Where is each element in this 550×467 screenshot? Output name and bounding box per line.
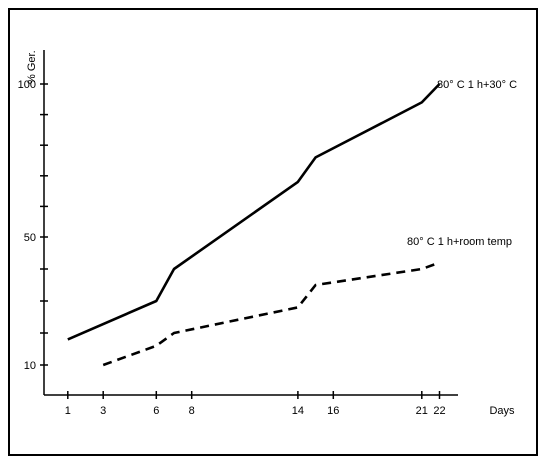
series-line-1 [102,261,440,367]
x-ticks: 1 3 6 8 14 16 21 22 [65,391,446,417]
x-tick-label: 3 [100,405,106,417]
series-lines [67,83,441,367]
figure-frame [8,8,538,456]
series-label-30c: 80° C 1 h+30° C [437,79,517,91]
x-tick-label: 1 [65,405,71,417]
x-axis-label: Days [489,405,515,417]
x-tick-label: 22 [433,405,445,417]
x-tick-label: 16 [327,405,339,417]
x-tick-label: 14 [292,405,304,417]
y-tick-label: 50 [24,232,36,244]
series-line-0 [67,83,441,341]
y-tick-label: 100 [18,79,36,91]
x-tick-label: 21 [416,405,428,417]
series-label-room-temp: 80° C 1 h+room temp [407,236,512,248]
x-tick-label: 6 [153,405,159,417]
x-tick-label: 8 [189,405,195,417]
y-axis-label: % Ger. [26,50,38,84]
y-tick-label: 10 [24,360,36,372]
y-ticks: 10 50 100 [18,79,48,372]
